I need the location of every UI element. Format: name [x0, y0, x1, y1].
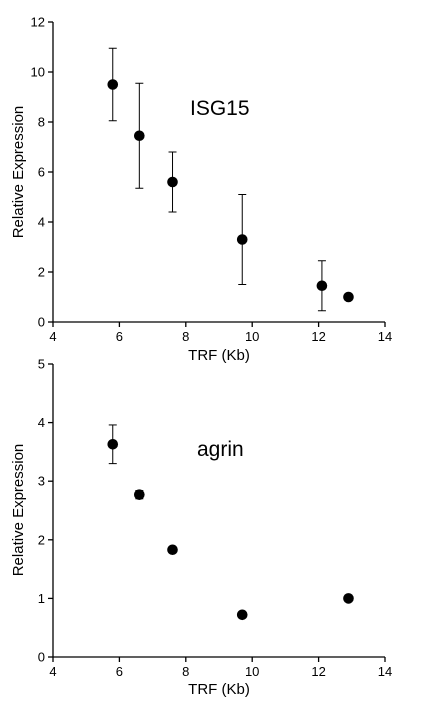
- y-axis-title: Relative Expression: [10, 106, 27, 239]
- data-point: [316, 280, 328, 292]
- y-tick-label: 1: [38, 591, 45, 606]
- y-tick-label: 5: [38, 357, 45, 372]
- x-tick-label: 6: [116, 664, 123, 679]
- data-point: [236, 609, 248, 621]
- y-tick-label: 2: [38, 532, 45, 547]
- x-tick-label: 4: [49, 329, 56, 344]
- x-tick-label: 6: [116, 329, 123, 344]
- x-tick-label: 14: [378, 664, 392, 679]
- x-tick-label: 10: [245, 664, 259, 679]
- x-axis-title: TRF (Kb): [188, 681, 250, 698]
- x-tick-label: 8: [182, 329, 189, 344]
- panel-label: agrin: [197, 438, 244, 461]
- data-point: [343, 291, 354, 303]
- y-axis-title: Relative Expression: [10, 444, 27, 577]
- y-tick-label: 6: [38, 165, 45, 180]
- data-point: [107, 79, 119, 90]
- x-tick-label: 12: [311, 664, 325, 679]
- y-tick-label: 4: [38, 415, 45, 430]
- y-tick-label: 2: [38, 265, 45, 280]
- data-point: [167, 544, 178, 556]
- y-tick-label: 0: [38, 315, 45, 330]
- x-tick-label: 14: [378, 329, 392, 344]
- data-point: [134, 489, 145, 500]
- x-tick-label: 8: [182, 664, 189, 679]
- y-tick-label: 8: [38, 115, 45, 130]
- y-tick-label: 4: [38, 215, 45, 230]
- data-point: [167, 176, 178, 188]
- x-tick-label: 12: [311, 329, 325, 344]
- data-point: [343, 593, 354, 604]
- y-tick-label: 3: [38, 474, 45, 489]
- data-point: [236, 234, 248, 245]
- data-point: [107, 438, 119, 450]
- y-tick-label: 0: [38, 650, 45, 665]
- y-tick-label: 12: [31, 15, 45, 30]
- x-tick-label: 4: [49, 664, 56, 679]
- data-point: [134, 130, 145, 142]
- panel-label: ISG15: [190, 97, 250, 120]
- x-axis-title: TRF (Kb): [188, 347, 250, 364]
- chart-panel-1: 0 2 4 6 8 10 12 4 6 8 10 12 14 TRF (Kb) Relative Expre…: [10, 15, 392, 365]
- x-tick-label: 10: [245, 329, 259, 344]
- y-tick-label: 10: [31, 65, 45, 80]
